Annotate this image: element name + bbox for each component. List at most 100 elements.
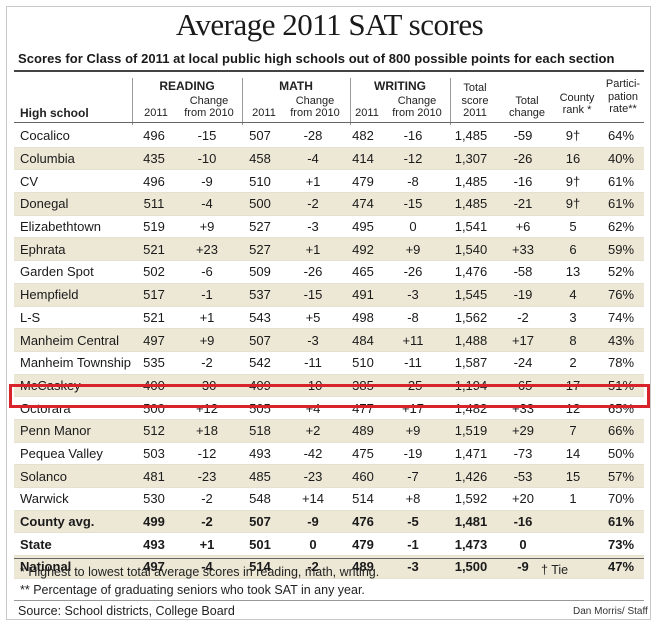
cell-rank: 2 [548, 351, 598, 375]
cell-total: 1,587 [444, 351, 498, 375]
cell-writing: 460 [344, 464, 382, 488]
table-row: L-S 521 +1 543 +5 498 -8 1,562 -2 3 74% [14, 306, 644, 330]
cell-reading-change: -15 [176, 125, 238, 148]
cell-math: 485 [238, 464, 282, 488]
cell-writing-change: -19 [382, 442, 444, 466]
cell-writing-change: -15 [382, 192, 444, 216]
total-score-header: Total score 2011 [461, 82, 489, 119]
cell-reading-change: -6 [176, 260, 238, 284]
cell-reading: 517 [132, 283, 176, 307]
county-rank-header: County rank * [559, 92, 595, 116]
cell-writing-change: 0 [382, 215, 444, 239]
cell-participation: 57% [598, 464, 644, 488]
bottom-rule [14, 558, 644, 559]
reading-change-header: Change from 2010 [184, 95, 234, 119]
cell-math: 458 [238, 147, 282, 171]
cell-math: 507 [238, 125, 282, 148]
cell-math: 543 [238, 306, 282, 330]
cell-total-change: -16 [498, 169, 548, 194]
cell-rank: 3 [548, 306, 598, 330]
cell-writing: 484 [344, 328, 382, 352]
cell-participation: 40% [598, 147, 644, 171]
cell-school: Solanco [14, 464, 132, 488]
cell-writing-change: +8 [382, 487, 444, 511]
cell-total: 1,485 [444, 125, 498, 148]
cell-math-change: -3 [282, 215, 344, 239]
cell-participation: 65% [598, 396, 644, 420]
cell-participation: 73% [598, 532, 644, 557]
cell-reading: 496 [132, 169, 176, 194]
cell-reading: 535 [132, 351, 176, 375]
cell-rank: 9† [548, 125, 598, 148]
cell-rank: 12 [548, 396, 598, 420]
cell-total: 1,471 [444, 442, 498, 466]
cell-total: 1,592 [444, 487, 498, 511]
cell-math: 542 [238, 351, 282, 375]
cell-writing: 495 [344, 215, 382, 239]
table-row: CV 496 -9 510 +1 479 -8 1,485 -16 9† 61% [14, 169, 644, 194]
cell-reading: 500 [132, 396, 176, 420]
cell-total: 1,519 [444, 419, 498, 443]
cell-total: 1,473 [444, 532, 498, 557]
highlight-box [9, 384, 650, 408]
cell-writing: 479 [344, 532, 382, 557]
math-header: MATH [279, 79, 313, 93]
cell-math-change: -2 [282, 192, 344, 216]
cell-writing-change: +9 [382, 419, 444, 443]
divider [450, 78, 451, 125]
cell-participation: 70% [598, 487, 644, 511]
table-row: Manheim Township 535 -2 542 -11 510 -11 1,587 -2… [14, 351, 644, 375]
cell-rank: 9† [548, 192, 598, 216]
cell-math: 493 [238, 442, 282, 466]
cell-math-change: 0 [282, 532, 344, 557]
cell-math-change: -11 [282, 351, 344, 375]
cell-total-change: -2 [498, 306, 548, 330]
cell-math-change: -42 [282, 442, 344, 466]
header-rule [14, 122, 644, 123]
cell-total-change: +20 [498, 487, 548, 511]
cell-writing-change: -3 [382, 555, 444, 579]
cell-school: Octorara [14, 396, 132, 420]
cell-participation: 50% [598, 442, 644, 466]
cell-participation: 59% [598, 237, 644, 262]
cell-total: 1,485 [444, 169, 498, 194]
cell-reading: 530 [132, 487, 176, 511]
cell-total: 1,540 [444, 237, 498, 262]
cell-reading: 503 [132, 442, 176, 466]
cell-reading: 511 [132, 192, 176, 216]
cell-school: Warwick [14, 487, 132, 511]
cell-math: 510 [238, 169, 282, 194]
cell-writing: 414 [344, 147, 382, 171]
table-row: Pequea Valley 503 -12 493 -42 475 -19 1,471 -73 1… [14, 442, 644, 466]
cell-writing: 465 [344, 260, 382, 284]
cell-total: 1,481 [444, 510, 498, 534]
cell-reading: 502 [132, 260, 176, 284]
table-row: Penn Manor 512 +18 518 +2 489 +9 1,519 +29 7 66% [14, 419, 644, 443]
cell-reading: 496 [132, 125, 176, 148]
cell-total-change: -26 [498, 147, 548, 171]
cell-rank [548, 510, 598, 534]
cell-reading-change: -12 [176, 442, 238, 466]
cell-reading-change: +9 [176, 215, 238, 239]
cell-math-change: +1 [282, 169, 344, 194]
table-body: Cocalico 496 -15 507 -28 482 -16 1,485 -59 9† 64% C… [14, 125, 644, 579]
cell-total-change: +33 [498, 237, 548, 262]
table-row: Warwick 530 -2 548 +14 514 +8 1,592 +20 1 70% [14, 487, 644, 511]
cell-school: L-S [14, 306, 132, 330]
cell-math-change: -2 [282, 555, 344, 579]
cell-rank: 5 [548, 215, 598, 239]
cell-writing: 514 [344, 487, 382, 511]
cell-school: State [14, 532, 132, 557]
cell-writing-change: +9 [382, 237, 444, 262]
cell-rank: 4 [548, 283, 598, 307]
cell-math-change: +14 [282, 487, 344, 511]
cell-reading: 493 [132, 532, 176, 557]
cell-reading-change: +1 [176, 306, 238, 330]
table-row: Garden Spot 502 -6 509 -26 465 -26 1,476 -58 13 52… [14, 260, 644, 284]
cell-math: 514 [238, 555, 282, 579]
cell-school: Columbia [14, 147, 132, 171]
writing-header: WRITING [374, 79, 426, 93]
cell-writing: 489 [344, 419, 382, 443]
rank-footnote: * Highest to lowest total average scores… [20, 565, 380, 579]
math-change-header: Change from 2010 [290, 95, 340, 119]
